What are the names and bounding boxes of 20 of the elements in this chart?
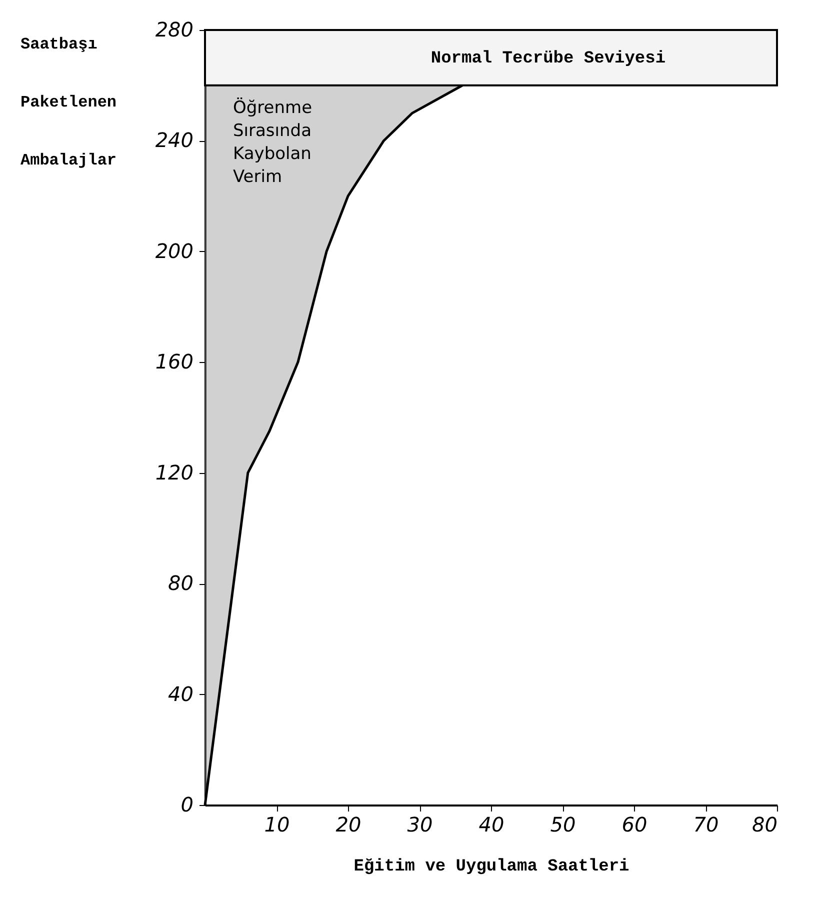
x-tick-label: 70 (693, 812, 719, 836)
x-tick-label: 20 (336, 812, 362, 836)
y-tick-label: 240 (155, 128, 194, 152)
y-tick-label: 120 (155, 460, 194, 484)
x-tick-label: 10 (264, 812, 290, 836)
x-axis-title: Eğitim ve Uygulama Saatleri (354, 858, 630, 876)
y-tick-label: 280 (155, 18, 194, 42)
y-tick-label: 80 (168, 571, 194, 596)
band-label: Normal Tecrübe Seviyesi (430, 50, 666, 69)
annotation: Öğrenme Sırasında Kaybolan Verim (233, 97, 312, 187)
x-tick-label: 30 (407, 812, 433, 836)
x-tick-label: 50 (550, 812, 576, 836)
y-tick-label: 40 (168, 682, 194, 706)
x-tick-label: 80 (752, 812, 778, 836)
y-tick-label: 0 (180, 792, 194, 816)
x-tick-label: 40 (478, 812, 504, 836)
y-tick-label: 200 (155, 238, 194, 263)
x-tick-label: 60 (622, 812, 648, 836)
text: Saatbaşı Paketlenen Ambalajlar (20, 36, 117, 170)
y-tick-label: 160 (155, 350, 194, 374)
